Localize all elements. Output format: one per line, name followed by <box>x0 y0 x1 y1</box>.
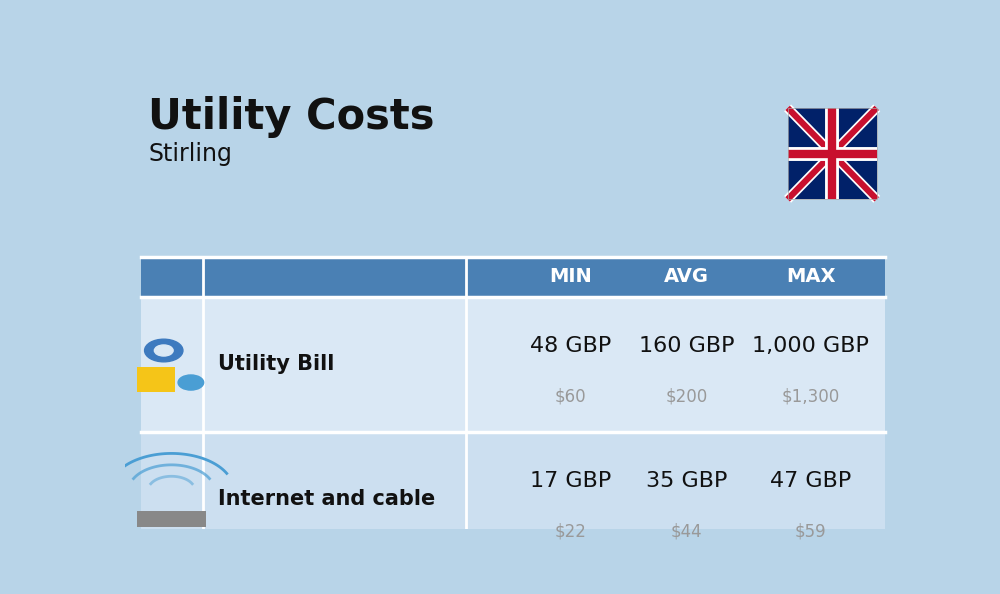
Text: Internet and cable: Internet and cable <box>218 489 435 509</box>
Text: Utility Bill: Utility Bill <box>218 354 334 374</box>
Text: 35 GBP: 35 GBP <box>646 471 728 491</box>
Circle shape <box>178 375 204 390</box>
Bar <box>140 567 885 594</box>
Text: Stirling: Stirling <box>148 142 232 166</box>
Text: 17 GBP: 17 GBP <box>530 471 611 491</box>
Text: $22: $22 <box>555 522 587 540</box>
Bar <box>140 297 885 432</box>
Text: 47 GBP: 47 GBP <box>770 471 852 491</box>
Bar <box>788 108 877 200</box>
Text: Utility Costs: Utility Costs <box>148 96 435 138</box>
Bar <box>788 108 877 200</box>
Text: $200: $200 <box>666 387 708 405</box>
Text: 48 GBP: 48 GBP <box>530 336 611 356</box>
Text: $60: $60 <box>555 387 586 405</box>
Circle shape <box>145 339 183 362</box>
Text: MAX: MAX <box>786 267 836 286</box>
Circle shape <box>154 345 173 356</box>
Text: $59: $59 <box>795 522 827 540</box>
Text: AVG: AVG <box>664 267 709 286</box>
Bar <box>140 432 885 567</box>
Bar <box>137 511 206 527</box>
Bar <box>137 366 175 391</box>
Text: 1,000 GBP: 1,000 GBP <box>752 336 869 356</box>
Text: 160 GBP: 160 GBP <box>639 336 735 356</box>
Text: MIN: MIN <box>549 267 592 286</box>
Text: $1,300: $1,300 <box>782 387 840 405</box>
Bar <box>140 257 885 297</box>
Text: $44: $44 <box>671 522 703 540</box>
